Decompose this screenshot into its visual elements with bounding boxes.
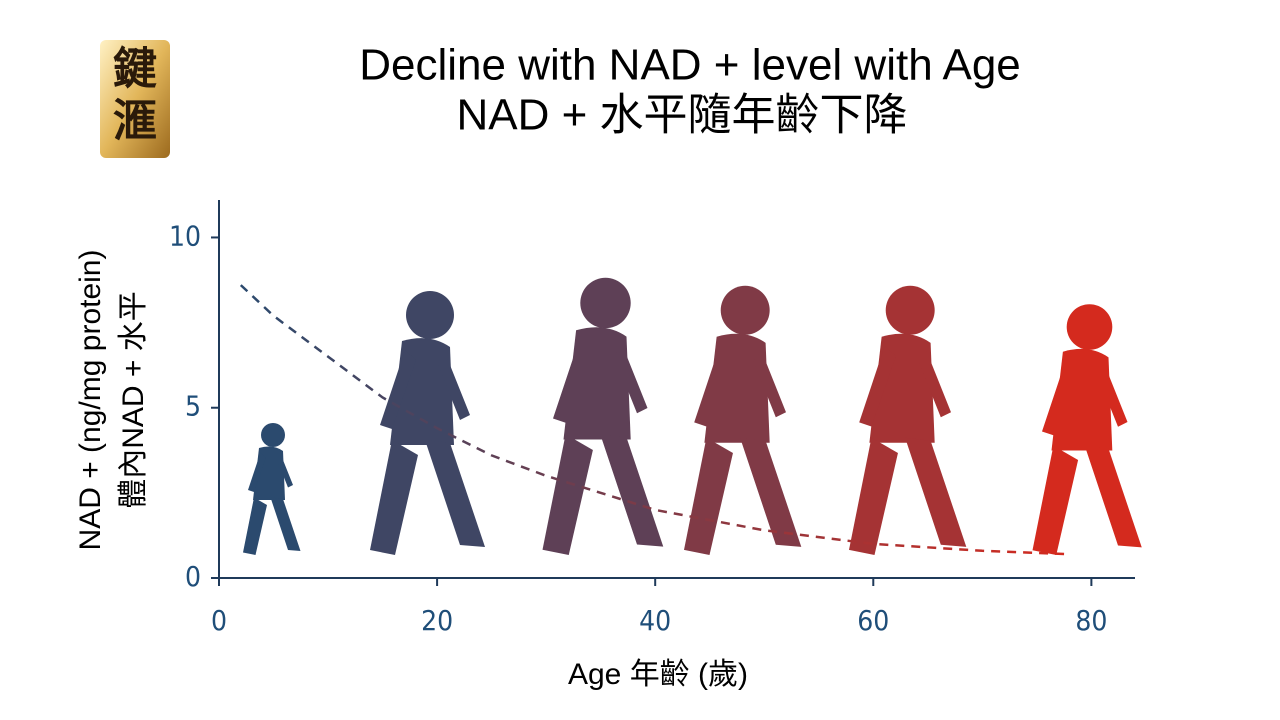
silhouette-leg — [243, 497, 267, 555]
silhouette-arm — [380, 350, 416, 429]
silhouette — [849, 285, 967, 555]
x-tick-label: 40 — [639, 604, 671, 637]
silhouette-head — [580, 277, 631, 329]
silhouette-arm — [438, 355, 470, 420]
silhouette — [1032, 304, 1142, 555]
silhouette — [684, 285, 802, 555]
silhouette-leg — [905, 437, 967, 547]
logo-char: 滙 — [113, 96, 157, 147]
silhouette-arm — [248, 452, 266, 492]
silhouette-leg — [684, 437, 733, 555]
x-tick-label: 0 — [211, 604, 227, 637]
silhouette — [542, 277, 664, 555]
silhouette-arm — [277, 455, 293, 488]
silhouette-leg — [1084, 445, 1142, 548]
silhouette-arm — [1042, 360, 1077, 436]
silhouette-arm — [613, 345, 648, 414]
silhouette-head — [406, 291, 454, 339]
logo-char: 鍵 — [113, 44, 157, 95]
x-axis-label: Age 年齡 (歲) — [568, 658, 748, 691]
y-axis-label: 體內NAD + 水平 — [117, 291, 150, 509]
chart-title: Decline with NAD + level with Age — [359, 41, 1021, 90]
x-tick-label: 60 — [857, 604, 889, 637]
silhouette-leg — [849, 437, 898, 555]
silhouette-head — [885, 285, 935, 335]
y-axis-label: NAD + (ng/mg protein) — [74, 250, 107, 551]
logo-badge — [100, 40, 170, 158]
silhouette-leg — [425, 440, 485, 547]
silhouette-arm — [918, 351, 951, 418]
silhouette — [243, 423, 301, 555]
silhouette-arm — [859, 345, 896, 427]
silhouette — [370, 291, 485, 555]
y-tick-label: 5 — [185, 390, 201, 423]
silhouette-leg — [370, 440, 418, 555]
silhouette-arm — [694, 345, 731, 427]
y-tick-label: 10 — [169, 219, 201, 252]
silhouette-arm — [753, 351, 786, 418]
silhouette-head — [261, 423, 285, 447]
silhouette-arm — [553, 339, 591, 423]
silhouette-head — [1066, 304, 1113, 350]
silhouette-arm — [1097, 365, 1128, 427]
y-tick-label: 0 — [185, 560, 201, 593]
silhouette-leg — [600, 434, 664, 547]
silhouette-leg — [1032, 445, 1079, 555]
silhouette-leg — [740, 437, 802, 547]
silhouette-leg — [542, 434, 593, 555]
x-tick-label: 80 — [1075, 604, 1107, 637]
silhouette-head — [720, 285, 770, 335]
chart-subtitle: NAD + 水平隨年齡下降 — [456, 91, 907, 140]
silhouette-leg — [270, 497, 301, 551]
data-line — [239, 284, 1070, 556]
x-tick-label: 20 — [421, 604, 453, 637]
